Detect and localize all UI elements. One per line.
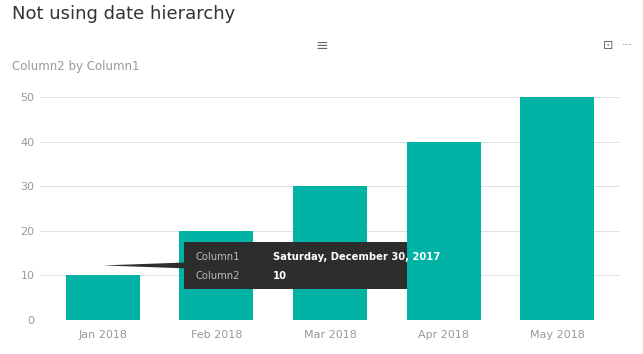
Text: 10: 10 (273, 271, 287, 281)
Bar (66, 275, 140, 320)
Bar (407, 142, 481, 320)
Text: Column2: Column2 (196, 271, 240, 281)
Text: Not using date hierarchy: Not using date hierarchy (12, 5, 235, 23)
Bar (179, 231, 253, 320)
Text: ···: ··· (622, 40, 632, 51)
FancyBboxPatch shape (185, 242, 407, 289)
Bar (520, 97, 594, 320)
Text: ≡: ≡ (315, 38, 328, 53)
Text: ⊡: ⊡ (602, 39, 613, 52)
Polygon shape (103, 263, 185, 268)
Text: Column2 by Column1: Column2 by Column1 (12, 60, 139, 73)
Text: Saturday, December 30, 2017: Saturday, December 30, 2017 (273, 252, 440, 262)
Bar (293, 186, 367, 320)
Text: Column1: Column1 (196, 252, 240, 262)
